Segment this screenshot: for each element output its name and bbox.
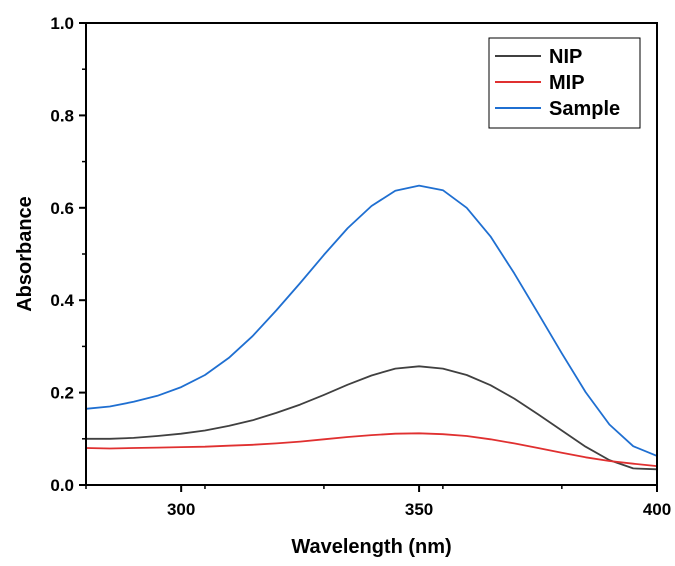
x-axis-title: Wavelength (nm)	[291, 536, 451, 558]
x-tick-label: 400	[643, 500, 671, 519]
y-axis-title: Absorbance	[14, 196, 36, 312]
y-tick-label: 0.0	[50, 476, 74, 495]
y-tick-label: 0.8	[50, 106, 74, 125]
y-tick-label: 1.0	[50, 14, 74, 33]
legend-label-nip: NIP	[549, 46, 582, 68]
legend: NIP MIP Sample	[488, 37, 641, 129]
y-tick-label: 0.2	[50, 384, 74, 403]
legend-label-mip: MIP	[549, 72, 585, 94]
series-layer	[85, 184, 658, 471]
ticks-layer: 300 350 400 0.0 0.2 0.4 0.6 0.8 1.0	[50, 14, 671, 519]
x-tick-label: 300	[167, 500, 195, 519]
y-tick-label: 0.6	[50, 199, 74, 218]
legend-label-sample: Sample	[549, 98, 620, 120]
x-tick-label: 350	[405, 500, 433, 519]
series-line-sample	[85, 184, 658, 457]
series-line-nip	[86, 365, 658, 471]
series-line-mip	[85, 432, 658, 467]
y-tick-label: 0.4	[50, 291, 74, 310]
